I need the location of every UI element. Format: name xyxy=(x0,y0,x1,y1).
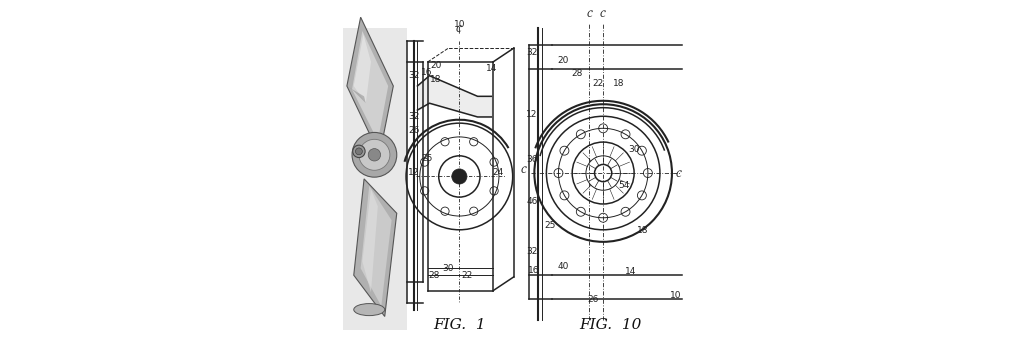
Circle shape xyxy=(355,148,362,155)
Polygon shape xyxy=(347,17,393,155)
Text: $\mathcal{C}$: $\mathcal{C}$ xyxy=(586,8,593,19)
Text: $\mathcal{C}$: $\mathcal{C}$ xyxy=(520,164,527,175)
Text: FIG.  10: FIG. 10 xyxy=(579,318,641,332)
Circle shape xyxy=(352,132,396,177)
Bar xyxy=(343,28,408,330)
Polygon shape xyxy=(362,189,378,292)
Text: 26: 26 xyxy=(587,295,598,304)
Polygon shape xyxy=(353,34,371,103)
Text: 18: 18 xyxy=(430,75,441,84)
Text: 28: 28 xyxy=(571,69,583,78)
Polygon shape xyxy=(347,86,366,103)
Polygon shape xyxy=(352,31,388,141)
Text: 54: 54 xyxy=(618,181,630,190)
Text: 14: 14 xyxy=(625,267,636,276)
Text: 26: 26 xyxy=(409,126,420,135)
Text: 14: 14 xyxy=(485,64,497,73)
Text: $\mathcal{C}$: $\mathcal{C}$ xyxy=(599,8,607,19)
Text: 36: 36 xyxy=(526,155,538,164)
Text: 30: 30 xyxy=(442,264,454,273)
Text: 12: 12 xyxy=(409,168,420,176)
Text: 24: 24 xyxy=(493,168,504,176)
Ellipse shape xyxy=(353,303,385,316)
Text: 28: 28 xyxy=(428,271,439,280)
Text: 18: 18 xyxy=(637,226,648,235)
Text: 12: 12 xyxy=(526,110,538,119)
Text: 32: 32 xyxy=(409,112,420,121)
Circle shape xyxy=(452,169,467,184)
Text: 30: 30 xyxy=(629,145,640,154)
Text: 22: 22 xyxy=(462,271,473,280)
Text: FIG.  1: FIG. 1 xyxy=(433,318,485,332)
Text: $\mathcal{C}$: $\mathcal{C}$ xyxy=(675,168,682,179)
Polygon shape xyxy=(353,179,396,316)
Text: 22: 22 xyxy=(592,79,603,88)
Text: 20: 20 xyxy=(557,56,568,65)
Text: 32: 32 xyxy=(526,48,538,57)
Text: $\mathcal{C}$: $\mathcal{C}$ xyxy=(456,23,463,34)
Polygon shape xyxy=(360,186,391,306)
Text: 25: 25 xyxy=(421,154,432,163)
Text: 20: 20 xyxy=(430,61,441,70)
Text: 32: 32 xyxy=(526,247,538,256)
Text: 40: 40 xyxy=(557,262,568,271)
Text: 46: 46 xyxy=(526,197,538,206)
Text: 32: 32 xyxy=(409,71,420,80)
Text: 10: 10 xyxy=(670,291,681,300)
Text: 16: 16 xyxy=(528,266,540,275)
Circle shape xyxy=(359,139,390,170)
Text: 18: 18 xyxy=(613,79,625,88)
Circle shape xyxy=(352,145,366,158)
Circle shape xyxy=(369,149,381,161)
Text: 16: 16 xyxy=(421,68,432,77)
Text: 25: 25 xyxy=(544,221,556,230)
Text: 10: 10 xyxy=(454,20,465,29)
